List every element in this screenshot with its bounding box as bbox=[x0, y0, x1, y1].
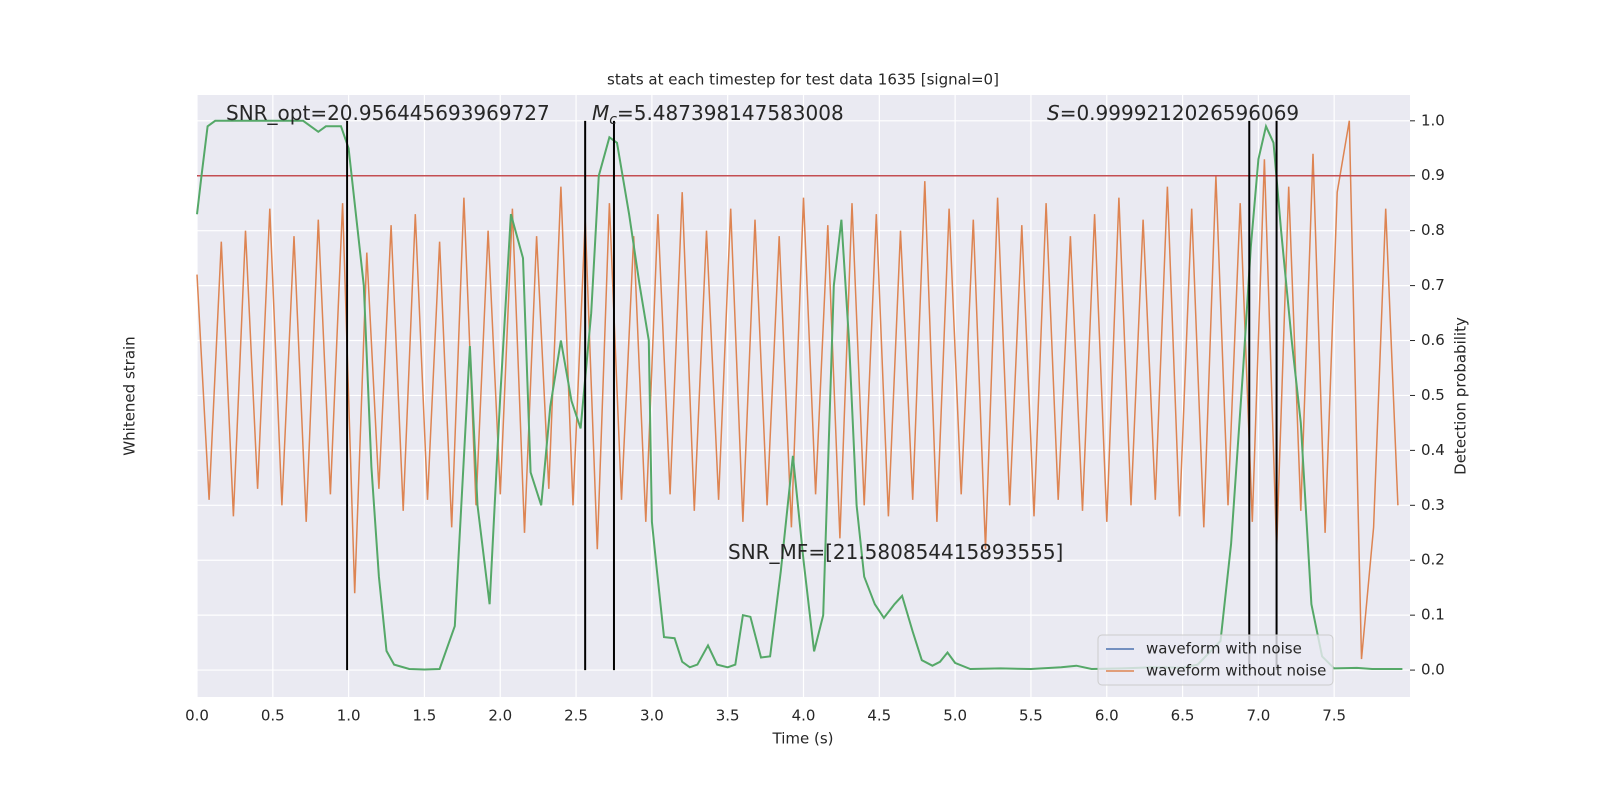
annotation-text: SNR_MF=[21.580854415893555] bbox=[728, 540, 1063, 564]
x-tick-label: 5.5 bbox=[1019, 707, 1043, 725]
annotation: Mc=5.487398147583008 bbox=[592, 101, 844, 129]
y2-tick-label: 0.2 bbox=[1421, 551, 1445, 569]
y2-tick-label: 0.3 bbox=[1421, 496, 1445, 514]
y2-tick-label: 0.8 bbox=[1421, 221, 1445, 239]
annotation: S=0.9999212026596069 bbox=[1047, 101, 1299, 125]
x-tick-label: 5.0 bbox=[943, 707, 967, 725]
y2-tick-label: 0.0 bbox=[1421, 661, 1445, 679]
y2-tick-label: 0.7 bbox=[1421, 276, 1445, 294]
annotation-subscript: c bbox=[609, 112, 617, 128]
annotation-text: =5.487398147583008 bbox=[617, 101, 844, 125]
x-axis-label: Time (s) bbox=[772, 730, 834, 748]
x-tick-label: 4.0 bbox=[792, 707, 816, 725]
annotation-symbol: M bbox=[592, 101, 609, 125]
legend-box bbox=[1097, 634, 1334, 686]
x-tick-label: 1.0 bbox=[337, 707, 361, 725]
x-tick-label: 3.0 bbox=[640, 707, 664, 725]
y2-tick-label: 1.0 bbox=[1421, 111, 1445, 129]
annotation-symbol: S bbox=[1047, 101, 1060, 125]
x-tick-label: 7.0 bbox=[1246, 707, 1270, 725]
y2-tick-label: 0.4 bbox=[1421, 441, 1445, 459]
legend-label: waveform without noise bbox=[1146, 662, 1326, 680]
annotation-text: SNR_opt=20.956445693969727 bbox=[226, 101, 550, 125]
x-tick-label: 3.5 bbox=[716, 707, 740, 725]
legend-label: waveform with noise bbox=[1146, 640, 1302, 658]
x-tick-label: 0.5 bbox=[261, 707, 285, 725]
x-tick-label: 6.5 bbox=[1171, 707, 1195, 725]
y2-tick-label: 0.6 bbox=[1421, 331, 1445, 349]
y2-tick-label: 0.5 bbox=[1421, 386, 1445, 404]
x-tick-label: 1.5 bbox=[413, 707, 437, 725]
annotation: SNR_opt=20.956445693969727 bbox=[226, 101, 550, 125]
x-tick-label: 0.0 bbox=[185, 707, 209, 725]
y-axis-label: Whitened strain bbox=[121, 336, 139, 455]
series-line bbox=[196, 120, 1399, 660]
x-tick-label: 2.0 bbox=[488, 707, 512, 725]
y2-axis-label: Detection probability bbox=[1452, 317, 1470, 475]
x-tick-label: 4.5 bbox=[867, 707, 891, 725]
annotation-text: =0.9999212026596069 bbox=[1060, 101, 1299, 125]
chart-title: stats at each timestep for test data 163… bbox=[607, 71, 999, 89]
annotation: SNR_MF=[21.580854415893555] bbox=[728, 540, 1063, 564]
y2-tick-label: 0.9 bbox=[1421, 166, 1445, 184]
x-tick-label: 7.5 bbox=[1322, 707, 1346, 725]
y2-tick-label: 0.1 bbox=[1421, 606, 1445, 624]
x-tick-label: 2.5 bbox=[564, 707, 588, 725]
x-tick-label: 6.0 bbox=[1095, 707, 1119, 725]
